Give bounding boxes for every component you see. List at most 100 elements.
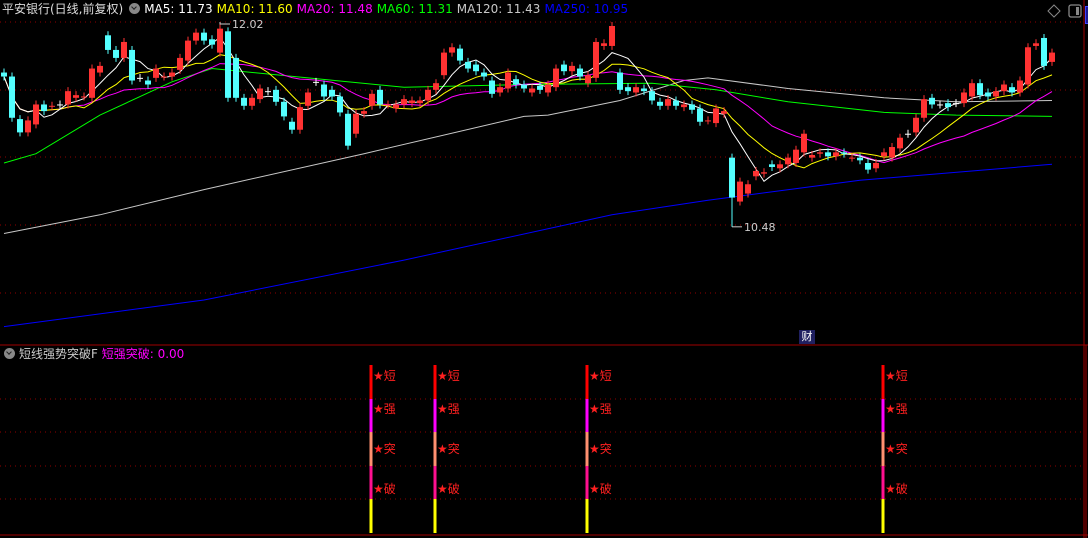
candle-body [881, 152, 887, 157]
ma60-label: MA60: 11.31 [376, 2, 453, 16]
candle [1017, 76, 1023, 97]
ma250-line [3, 163, 1053, 328]
candle-body [1017, 80, 1023, 93]
candle [537, 81, 543, 94]
indicator-dropdown-icon[interactable] [4, 348, 15, 359]
candle [753, 166, 759, 181]
candle-body [249, 97, 255, 106]
indicator-value: 短强突破: 0.00 [101, 347, 185, 361]
candle [313, 77, 319, 86]
signal-label: ★强 [885, 402, 908, 416]
candle [865, 158, 871, 174]
candle [673, 96, 679, 110]
candle-body [177, 57, 183, 70]
candle [889, 143, 895, 162]
candle-body [961, 92, 967, 104]
candle-body [41, 104, 47, 112]
candle-body [425, 89, 431, 101]
candle [289, 117, 295, 134]
ma10-label: MA10: 11.60 [216, 2, 293, 16]
candle-body [593, 41, 599, 78]
candle [809, 151, 815, 162]
candle [145, 76, 151, 89]
moving-average-lines [3, 36, 1053, 328]
candle-body [697, 108, 703, 122]
candle-body [977, 83, 983, 96]
candle-body [321, 84, 327, 97]
candle [937, 100, 943, 109]
candle-body [681, 104, 687, 108]
candle-body [521, 84, 527, 89]
candle-body [561, 64, 567, 72]
candle-body [833, 152, 839, 157]
candle-body [121, 41, 127, 58]
candle-body [993, 91, 999, 97]
candle-body [433, 83, 439, 90]
candle [833, 148, 839, 161]
dropdown-circle-icon[interactable] [129, 3, 141, 14]
indicator-name: 短线强势突破F [19, 347, 98, 361]
candle [377, 85, 383, 109]
signal-segment [881, 466, 885, 499]
ma20-label: MA20: 11.48 [296, 2, 373, 16]
candle-body [777, 164, 783, 169]
candle-body [385, 104, 391, 106]
signal-label: ★突 [373, 442, 396, 456]
candle [1033, 39, 1039, 50]
candle-body [577, 68, 583, 77]
candle [929, 93, 935, 109]
candle-body [801, 133, 807, 153]
candle-body [105, 35, 111, 50]
candle [361, 107, 367, 118]
candle-body [809, 155, 815, 158]
signal-segment [433, 399, 437, 432]
signal-segment [881, 399, 885, 432]
finance-marker[interactable]: 财 [799, 330, 815, 344]
candle-body [953, 103, 959, 105]
candle-body [569, 65, 575, 72]
candle-body [1001, 84, 1007, 92]
panel-toggle-icon[interactable] [1068, 4, 1082, 18]
candle [385, 100, 391, 109]
signal-segment [881, 365, 885, 399]
candle [257, 84, 263, 104]
candle-body [849, 157, 855, 159]
candle-body [129, 49, 135, 81]
candle [273, 85, 279, 106]
candle [953, 99, 959, 108]
candle-body [769, 164, 775, 167]
candle [529, 84, 535, 97]
candle [73, 91, 79, 102]
signal-segment [433, 365, 437, 399]
candle-body [513, 79, 519, 85]
candle [33, 100, 39, 129]
candle-body [929, 97, 935, 105]
candle-body [329, 89, 335, 97]
candle [825, 148, 831, 161]
candle [505, 68, 511, 93]
candle [913, 113, 919, 137]
candle-body [169, 72, 175, 77]
candle [401, 95, 407, 109]
diamond-icon[interactable] [1047, 4, 1061, 18]
candle [993, 87, 999, 101]
signal-label: ★突 [437, 442, 460, 456]
candle-body [297, 107, 303, 130]
candle [657, 97, 663, 110]
signal-segment [881, 499, 885, 533]
candle [785, 153, 791, 169]
candle-body [281, 101, 287, 117]
candle-body [657, 101, 663, 106]
candle-body [209, 39, 215, 45]
signal-segment [585, 399, 589, 432]
candle-body [401, 99, 407, 105]
candle [977, 79, 983, 100]
candle-body [393, 104, 399, 109]
candle-body [633, 87, 639, 93]
candle [353, 109, 359, 138]
candle [241, 93, 247, 110]
ma60-line [3, 67, 1053, 164]
candle-body [73, 95, 79, 98]
high-price-label: 12.02 [232, 18, 264, 31]
